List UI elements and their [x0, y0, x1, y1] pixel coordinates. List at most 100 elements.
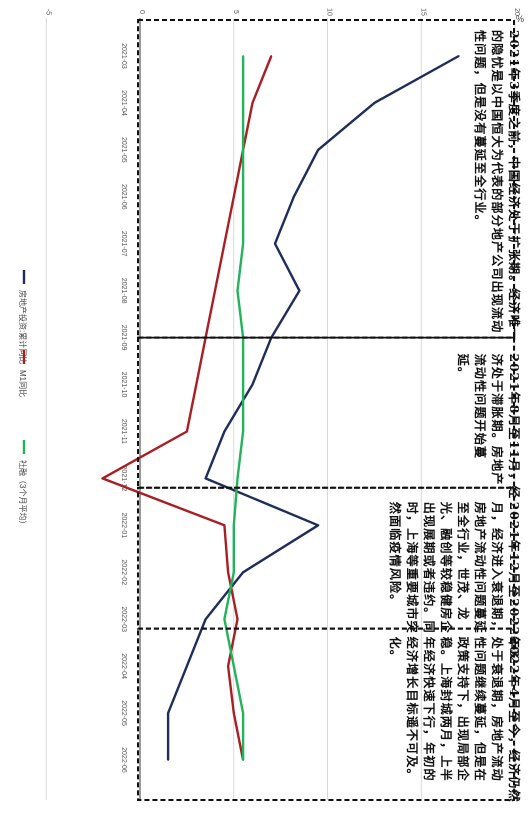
annotation-line: 政策支持下，出现局部企 — [456, 637, 471, 782]
data-point — [101, 477, 104, 480]
value-tick-label: 0 — [138, 10, 145, 14]
data-point — [232, 524, 235, 527]
date-tick-label: 2022-02 — [120, 559, 127, 585]
annotation-line: 出现展期或者违约。同 — [422, 502, 437, 634]
annotation-line: 化。 — [388, 637, 403, 663]
data-point — [185, 665, 188, 668]
annotation-line: 2021年12月至2022年3 — [507, 502, 522, 659]
data-point — [223, 524, 226, 527]
period-annotation-1: 2021年3季度之前，中国经济处于扩张期。经济唯一的隐忧是以中国恒大为代表的部分… — [473, 29, 522, 341]
data-point — [242, 195, 245, 198]
period-annotation-4: 2022年4月至今，经济仍然处于衰退期，房地产流动性问题继续蔓延，但是在政策支持… — [388, 636, 522, 803]
data-point — [223, 242, 226, 245]
data-point — [204, 618, 207, 621]
series-line-1 — [166, 54, 460, 760]
unit-label: % — [516, 14, 524, 24]
period-annotation-3: 2021年12月至2022年3月，经济进入衰退期，房地产流动性问题蔓延至全行业，… — [388, 501, 522, 659]
value-tick-label: 5 — [232, 10, 239, 14]
date-tick-label: 2021-10 — [120, 372, 127, 398]
series-line-2 — [101, 55, 273, 761]
data-point — [236, 618, 239, 621]
series-line-3 — [223, 56, 245, 760]
value-tick-label: 20 — [513, 8, 520, 16]
date-tick-label: 2021-11 — [120, 419, 127, 444]
data-point — [251, 102, 254, 104]
annotation-line: 性问题继续蔓延，但是在 — [473, 636, 488, 782]
data-point — [242, 571, 245, 574]
data-point — [167, 759, 170, 761]
legend-label: M1同比 — [18, 370, 28, 397]
date-tick-label: 2021-04 — [120, 90, 127, 116]
data-point — [298, 289, 301, 292]
data-point — [242, 55, 245, 57]
data-point — [214, 289, 216, 292]
annotation-line: 处于衰退期，房地产流动 — [490, 636, 505, 782]
data-point — [223, 618, 226, 621]
data-point — [292, 195, 295, 198]
data-point — [242, 430, 245, 433]
annotation-line: 延。 — [456, 353, 471, 380]
legend-label: 房地产投资:累计同比 — [18, 290, 28, 364]
period-box-1 — [137, 19, 515, 339]
data-point — [227, 665, 230, 668]
annotation-line: 2021年3季度之前，中国经济处于扩张期。经济唯一 — [507, 30, 522, 341]
data-point — [242, 242, 245, 245]
legend-item-3: 社融（3个月平均） — [18, 440, 28, 528]
data-point — [317, 148, 320, 151]
data-point — [232, 712, 235, 714]
annotation-line: 2022年4月至今，经济仍然 — [507, 637, 522, 803]
data-point — [317, 524, 320, 527]
annotation-line: 月，经济进入衰退期， — [490, 501, 505, 634]
data-point — [251, 383, 254, 386]
date-tick-label: 2022-01 — [120, 512, 127, 538]
data-point — [185, 430, 188, 433]
date-tick-label: 2021-07 — [120, 231, 127, 257]
data-point — [167, 712, 170, 714]
data-point — [242, 712, 245, 714]
data-point — [274, 242, 276, 245]
value-tick-label: 15 — [419, 8, 426, 16]
date-tick-label: 2022-05 — [120, 700, 127, 726]
data-point — [457, 55, 460, 57]
data-point — [373, 102, 376, 104]
date-axis: 2021-03 2021-04 2021-05 2021-06 2021-07 2021-… — [120, 43, 127, 773]
annotation-line: 的隐忧是以中国恒大为代表的部分地产公司出现流动 — [490, 30, 505, 333]
data-point — [242, 759, 245, 761]
data-point — [242, 102, 245, 104]
data-point — [242, 383, 245, 386]
period-annotations: 2021年3季度之前，中国经济处于扩张期。经济唯一的隐忧是以中国恒大为代表的部分… — [388, 29, 522, 803]
date-tick-label: 2022-03 — [120, 606, 127, 632]
annotation-line: 然面临疫情风险。 — [388, 502, 403, 607]
date-tick-label: 2022-04 — [120, 653, 127, 679]
legend-label: 社融（3个月平均） — [18, 460, 28, 528]
annotation-line: 2021年8月至11月，经 — [507, 354, 522, 500]
data-point — [236, 477, 239, 480]
annotation-line: 稳。上海封城两月，上半 — [439, 637, 454, 782]
date-tick-label: 2021-09 — [120, 325, 127, 351]
annotation-line: 光、融创等较稳健房企 — [439, 501, 454, 634]
date-tick-label: 2021-08 — [120, 278, 127, 304]
legend-item-1: 房地产投资:累计同比 — [18, 270, 28, 364]
date-tick-label: 2021-03 — [120, 43, 127, 69]
data-point — [204, 477, 207, 480]
series-lines — [101, 54, 460, 761]
value-axis: -5 0 5 10 15 20% — [44, 8, 524, 800]
value-tick-label: -5 — [44, 9, 51, 15]
annotation-line: 房地产流动性问题蔓延 — [473, 502, 488, 634]
data-point — [236, 289, 239, 292]
annotation-line: 经济增长目标遥不可及。 — [405, 637, 420, 782]
data-point — [232, 571, 235, 574]
data-point — [232, 195, 235, 198]
date-tick-label: 2021-06 — [120, 184, 127, 210]
date-tick-label: 2022-06 — [120, 747, 127, 773]
value-tick-label: 10 — [326, 8, 333, 16]
period-box-4 — [137, 627, 515, 801]
annotation-line: 济处于滞胀期。房地产 — [490, 354, 505, 486]
legend-item-2: M1同比 — [18, 350, 28, 397]
annotation-line: 时，上海等重要城市突 — [405, 502, 420, 634]
data-point — [242, 148, 245, 151]
annotation-line: 至全行业，世茂、龙 — [456, 502, 471, 621]
